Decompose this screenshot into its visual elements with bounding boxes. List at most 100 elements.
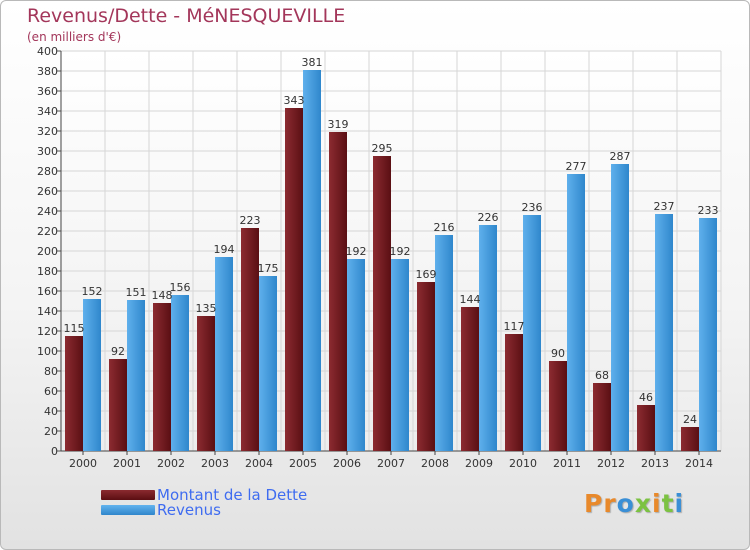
logo-letter: o xyxy=(616,489,635,518)
bar-debt xyxy=(417,282,435,451)
bar-revenue xyxy=(523,215,541,451)
bar-revenue xyxy=(479,225,497,451)
bar-debt xyxy=(505,334,523,451)
y-tick-label: 160 xyxy=(37,285,58,298)
y-tick-label: 80 xyxy=(44,365,58,378)
data-label-revenue: 192 xyxy=(390,245,411,258)
y-tick-label: 240 xyxy=(37,205,58,218)
bar-debt xyxy=(153,303,171,451)
bar-revenue xyxy=(259,276,277,451)
logo-letter: x xyxy=(634,489,652,518)
bar-debt xyxy=(109,359,127,451)
data-label-revenue: 381 xyxy=(302,56,323,69)
data-label-revenue: 216 xyxy=(434,221,455,234)
bar-revenue xyxy=(127,300,145,451)
bar-debt xyxy=(65,336,83,451)
bar-revenue xyxy=(303,70,321,451)
data-label-debt: 90 xyxy=(551,347,565,360)
x-tick-label: 2000 xyxy=(69,457,97,470)
data-label-revenue: 226 xyxy=(478,211,499,224)
bar-debt xyxy=(241,228,259,451)
y-tick-label: 180 xyxy=(37,265,58,278)
data-label-debt: 115 xyxy=(64,322,85,335)
bar-debt xyxy=(681,427,699,451)
logo-letter: i xyxy=(652,489,662,518)
bar-revenue xyxy=(435,235,453,451)
x-tick-label: 2014 xyxy=(685,457,713,470)
bar-debt xyxy=(329,132,347,451)
y-tick-label: 260 xyxy=(37,185,58,198)
x-tick-label: 2010 xyxy=(509,457,537,470)
data-label-revenue: 192 xyxy=(346,245,367,258)
x-tick-label: 2013 xyxy=(641,457,669,470)
x-tick-label: 2005 xyxy=(289,457,317,470)
chart-subtitle: (en milliers d'€) xyxy=(27,30,122,44)
legend-label-debt: Montant de la Dette xyxy=(157,486,308,504)
logo-letter: t xyxy=(661,489,675,518)
logo-letter: i xyxy=(674,489,685,518)
y-tick-label: 140 xyxy=(37,305,58,318)
bar-revenue xyxy=(611,164,629,451)
bar-revenue xyxy=(699,218,717,451)
y-tick-label: 280 xyxy=(37,165,58,178)
y-tick-label: 20 xyxy=(44,425,58,438)
data-label-debt: 319 xyxy=(328,118,349,131)
x-tick-label: 2009 xyxy=(465,457,493,470)
data-label-debt: 148 xyxy=(152,289,173,302)
bar-debt xyxy=(373,156,391,451)
data-label-debt: 135 xyxy=(196,302,217,315)
x-tick-label: 2011 xyxy=(553,457,581,470)
y-tick-label: 340 xyxy=(37,105,58,118)
x-tick-label: 2004 xyxy=(245,457,273,470)
data-label-debt: 68 xyxy=(595,369,609,382)
x-tick-label: 2003 xyxy=(201,457,229,470)
bar-revenue xyxy=(215,257,233,451)
bar-revenue xyxy=(347,259,365,451)
bar-revenue xyxy=(567,174,585,451)
y-tick-label: 300 xyxy=(37,145,58,158)
data-label-debt: 169 xyxy=(416,268,437,281)
y-tick-label: 100 xyxy=(37,345,58,358)
proxiti-logo: Proxiti xyxy=(584,489,684,518)
x-tick-label: 2007 xyxy=(377,457,405,470)
data-label-revenue: 151 xyxy=(126,286,147,299)
y-tick-label: 0 xyxy=(51,445,58,458)
bar-revenue xyxy=(171,295,189,451)
data-label-debt: 343 xyxy=(284,94,305,107)
logo-letter: P xyxy=(584,489,604,518)
data-label-debt: 24 xyxy=(683,413,697,426)
bar-debt xyxy=(461,307,479,451)
y-tick-label: 220 xyxy=(37,225,58,238)
x-tick-label: 2002 xyxy=(157,457,185,470)
legend-label-revenue: Revenus xyxy=(157,501,221,519)
y-tick-label: 200 xyxy=(37,245,58,258)
data-label-debt: 295 xyxy=(372,142,393,155)
data-label-debt: 223 xyxy=(240,214,261,227)
legend-item-debt: Montant de la Dette xyxy=(101,486,401,504)
y-tick-label: 120 xyxy=(37,325,58,338)
data-label-revenue: 233 xyxy=(698,204,719,217)
legend-swatch-debt xyxy=(101,490,155,500)
data-label-revenue: 237 xyxy=(654,200,675,213)
y-tick-label: 380 xyxy=(37,65,58,78)
data-label-debt: 46 xyxy=(639,391,653,404)
legend-item-revenue: Revenus xyxy=(101,501,401,519)
data-label-debt: 117 xyxy=(504,320,525,333)
bar-revenue xyxy=(655,214,673,451)
bar-revenue xyxy=(83,299,101,451)
y-tick-label: 320 xyxy=(37,125,58,138)
y-tick-label: 40 xyxy=(44,405,58,418)
data-label-revenue: 277 xyxy=(566,160,587,173)
data-label-debt: 144 xyxy=(460,293,481,306)
x-tick-label: 2006 xyxy=(333,457,361,470)
x-tick-label: 2001 xyxy=(113,457,141,470)
logo-letter: r xyxy=(603,489,617,518)
data-label-revenue: 175 xyxy=(258,262,279,275)
data-label-debt: 92 xyxy=(111,345,125,358)
data-label-revenue: 287 xyxy=(610,150,631,163)
y-tick-label: 360 xyxy=(37,85,58,98)
x-tick-label: 2008 xyxy=(421,457,449,470)
bar-debt xyxy=(593,383,611,451)
y-tick-label: 400 xyxy=(37,45,58,58)
